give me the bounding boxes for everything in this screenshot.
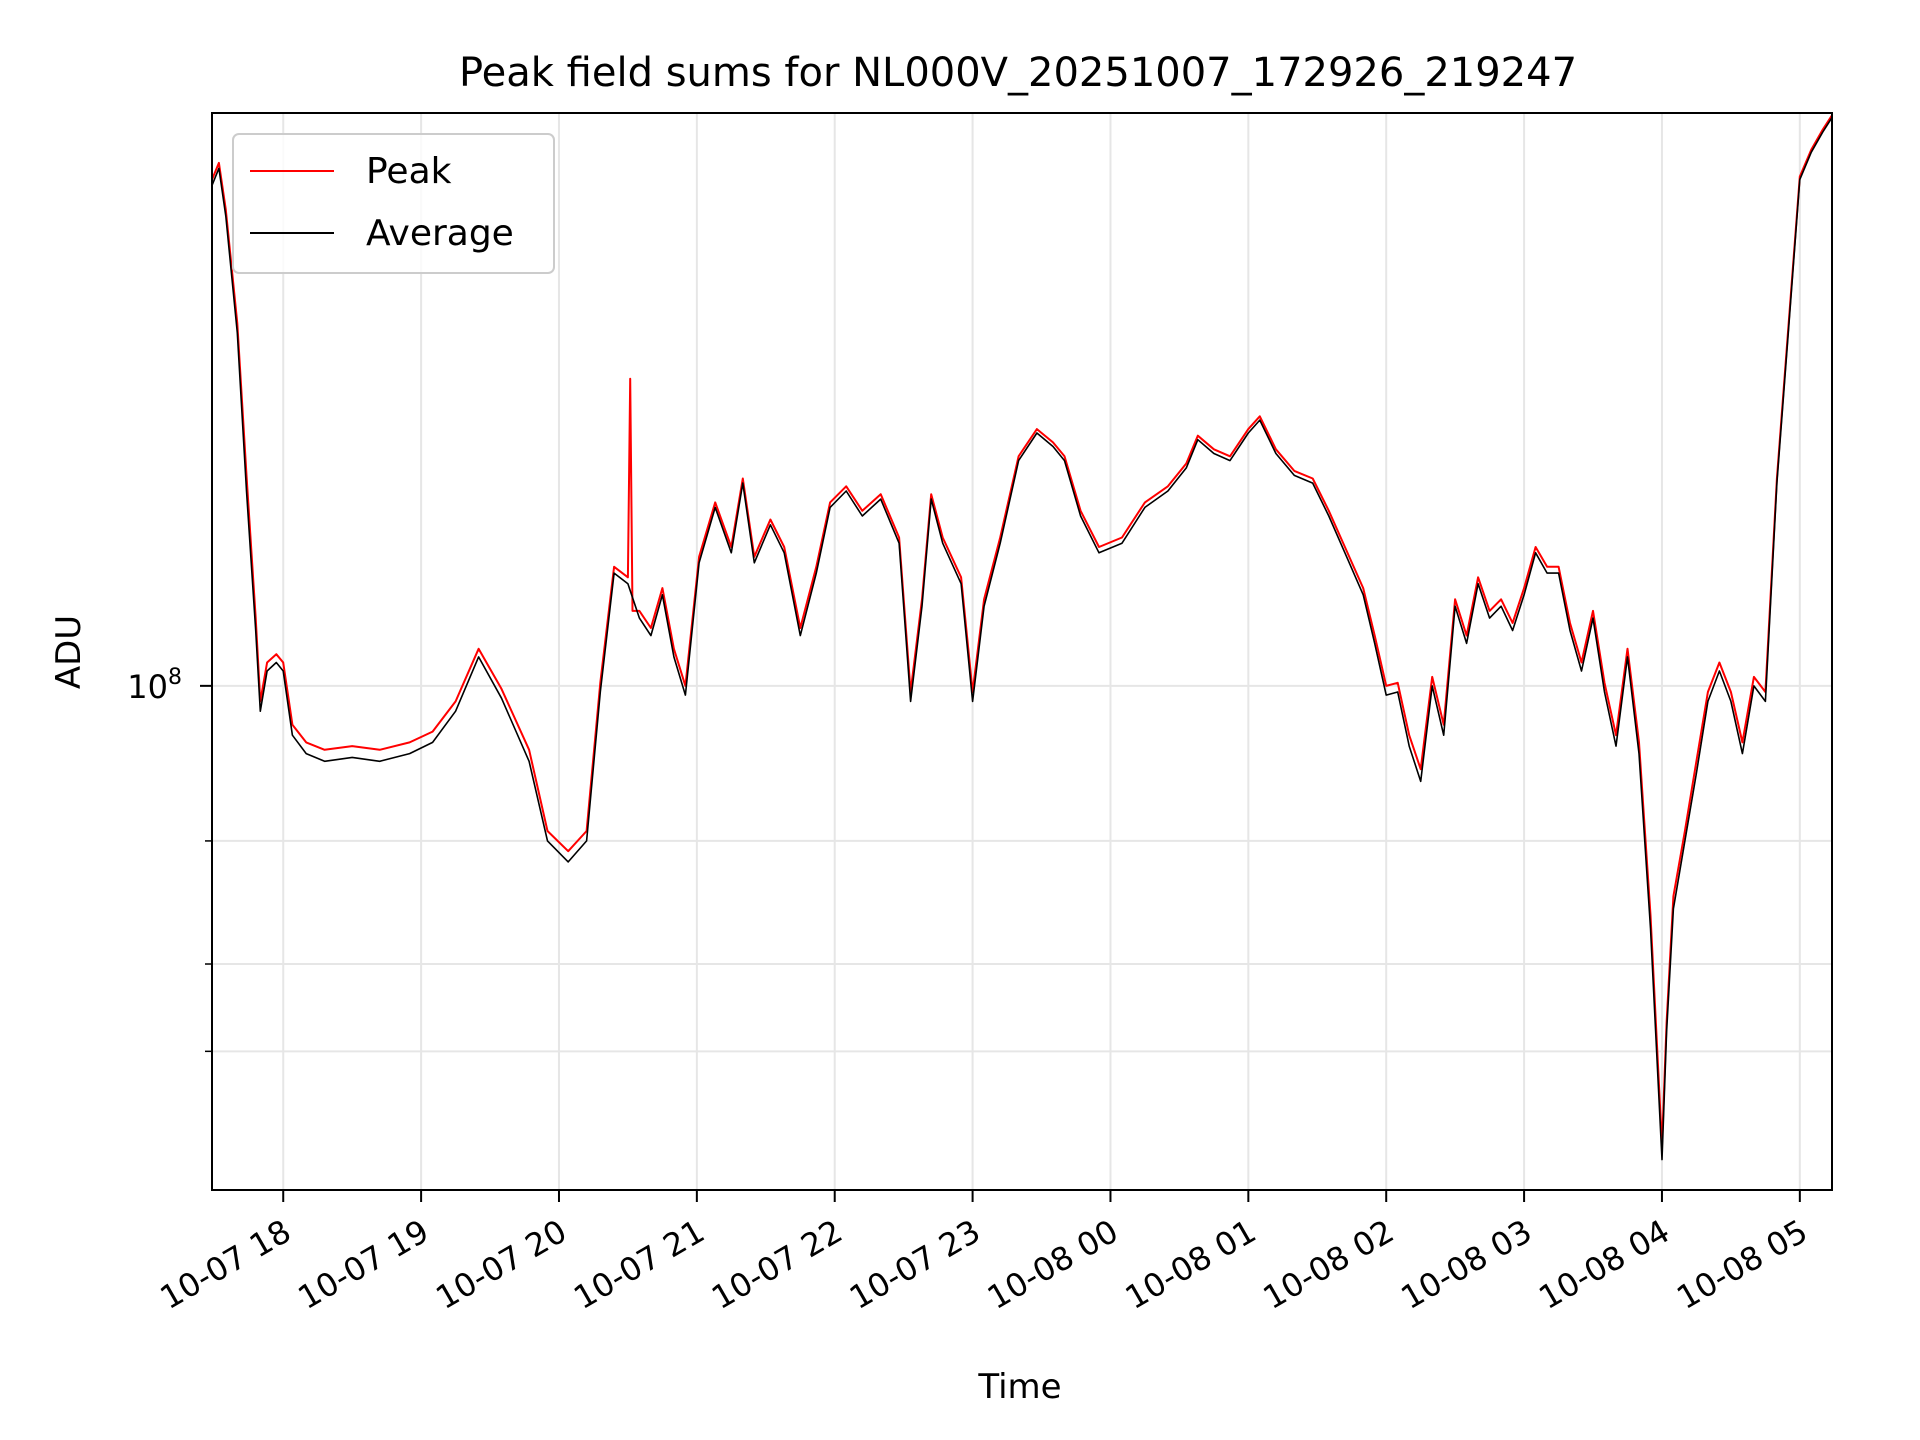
series-line-peak <box>211 114 1833 1147</box>
x-tick-label: 10-07 21 <box>567 1212 711 1317</box>
x-tick-label: 10-07 22 <box>705 1212 849 1317</box>
x-tick-label: 10-07 19 <box>292 1212 436 1317</box>
x-axis-label: Time <box>977 1367 1061 1407</box>
grid-lines <box>212 113 1832 1190</box>
x-tick-label: 10-07 23 <box>843 1212 987 1317</box>
y-axis-label: ADU <box>49 615 89 689</box>
legend-box <box>232 133 555 274</box>
series-line-average <box>211 117 1833 1161</box>
x-tick-label: 10-08 00 <box>981 1212 1125 1317</box>
y-axis: 108 <box>127 665 212 1053</box>
y-tick-label: 108 <box>127 665 182 706</box>
x-tick-label: 10-08 04 <box>1532 1212 1676 1317</box>
legend: Peak Average <box>232 133 555 274</box>
plot-frame <box>211 112 1833 1191</box>
x-tick-label: 10-08 01 <box>1119 1212 1263 1317</box>
x-tick-label: 10-08 02 <box>1257 1212 1401 1317</box>
series-layer <box>211 114 1833 1161</box>
x-tick-label: 10-08 05 <box>1670 1212 1814 1317</box>
chart-title: Peak field sums for NL000V_20251007_1729… <box>459 50 1577 96</box>
x-tick-label: 10-07 18 <box>154 1212 298 1317</box>
legend-label-peak: Peak <box>366 151 452 192</box>
x-tick-label: 10-07 20 <box>429 1212 573 1317</box>
x-tick-label: 10-08 03 <box>1394 1212 1538 1317</box>
legend-label-average: Average <box>366 213 514 254</box>
